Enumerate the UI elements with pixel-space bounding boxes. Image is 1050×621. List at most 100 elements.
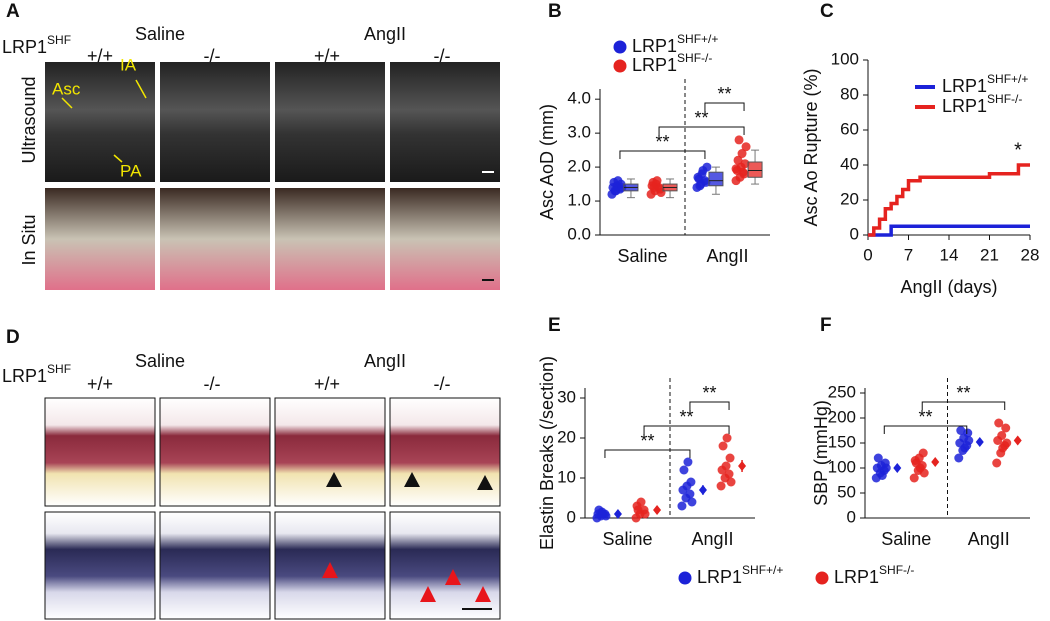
data-point (919, 468, 929, 478)
y-tick-label: 0.0 (567, 224, 591, 243)
line-series (868, 163, 1030, 237)
arrowhead (445, 569, 461, 585)
data-point (1002, 438, 1012, 448)
y-tick-label: 40 (840, 154, 859, 173)
legend-swatch (613, 40, 627, 54)
y-tick-label: 100 (831, 49, 859, 68)
y-axis-label: Asc Ao Rupture (%) (801, 68, 821, 226)
line-series (868, 224, 1030, 237)
panel-label: F (820, 315, 832, 336)
group-superscript: SHF (47, 33, 71, 47)
y-tick-label: 20 (557, 427, 576, 446)
data-point (677, 501, 687, 511)
legend-swatch (613, 59, 627, 73)
legend-name: LRP1 (632, 55, 677, 75)
y-tick-label: 80 (840, 84, 859, 103)
in-situ-images (45, 188, 500, 290)
y-tick-label: 150 (828, 432, 856, 451)
y-tick-label: 3.0 (567, 123, 591, 142)
data-point (686, 477, 696, 487)
genotype-label: +/+ (87, 46, 113, 66)
condition-label: Saline (135, 351, 185, 371)
data-point (722, 433, 732, 443)
x-tick-label: AngII (968, 529, 1010, 549)
image (390, 188, 500, 290)
panel-label: A (6, 1, 20, 22)
arrowheads (322, 472, 493, 610)
group-label: LRP1SHF (2, 362, 71, 386)
genotype-label: -/- (204, 374, 221, 394)
y-tick-label: 30 (557, 387, 576, 406)
image (44, 397, 156, 507)
data-point (610, 186, 620, 196)
data-point (613, 176, 623, 186)
data-point (679, 465, 689, 475)
condition-label: AngII (364, 24, 406, 44)
data-point (636, 497, 646, 507)
y-axis-label: Elastin Breaks (/section) (537, 356, 557, 550)
significance-bracket (704, 102, 745, 111)
genotype-label: -/- (204, 46, 221, 66)
significance-bracket (619, 150, 706, 159)
image (160, 188, 270, 290)
arrowhead (420, 586, 436, 602)
row-label: Ultrasound (19, 76, 39, 163)
image (274, 397, 386, 507)
significance-label: ** (717, 84, 731, 104)
mean-marker (1013, 435, 1022, 446)
data-point (960, 443, 970, 453)
legend-label: LRP1SHF+/+ (697, 563, 783, 587)
data-point (683, 457, 693, 467)
pointer (135, 79, 147, 99)
ultrasound-images (45, 62, 500, 182)
y-tick-label: 0 (847, 507, 856, 526)
significance-bracket (658, 126, 745, 135)
data-point (652, 176, 662, 186)
x-tick-label: 21 (980, 245, 999, 264)
image (389, 511, 501, 620)
mean-marker (738, 461, 747, 471)
legend-name: LRP1 (834, 567, 879, 587)
annotation: * (1014, 139, 1022, 161)
legend-superscript: SHF+/+ (677, 32, 718, 46)
data-point (598, 509, 608, 519)
y-tick-label: 50 (837, 482, 856, 501)
legend-superscript: SHF+/+ (987, 72, 1028, 86)
condition-label: Saline (135, 24, 185, 44)
significance-bracket (689, 401, 730, 410)
data-point (731, 164, 741, 174)
significance-bracket (604, 449, 691, 458)
x-tick-label: 7 (904, 245, 913, 264)
data-point (956, 426, 966, 435)
data-point (687, 497, 697, 507)
data-point (877, 471, 887, 480)
panel-label: D (6, 327, 20, 348)
y-tick-label: 2.0 (567, 157, 591, 176)
arrowhead (477, 475, 493, 490)
y-tick-label: 250 (828, 382, 856, 401)
data-point (733, 155, 743, 165)
box (747, 161, 763, 178)
group-name: LRP1 (2, 366, 47, 386)
condition-label: AngII (364, 351, 406, 371)
data-point (954, 453, 964, 463)
x-tick-label: 14 (940, 245, 959, 264)
data-point (721, 461, 731, 471)
significance-label: ** (702, 383, 716, 403)
x-tick-label: 28 (1021, 245, 1040, 264)
genotype-label: +/+ (314, 46, 340, 66)
image (275, 188, 385, 290)
x-tick-label: 0 (863, 245, 872, 264)
y-tick-label: 60 (840, 119, 859, 138)
data-point (649, 182, 659, 192)
x-tick-label: Saline (617, 246, 667, 266)
data-point (726, 477, 736, 487)
annotation: Asc (52, 79, 81, 98)
group-label: LRP1SHF (2, 33, 71, 57)
mean-marker (653, 505, 662, 515)
data-point (873, 453, 883, 463)
y-tick-label: 20 (840, 189, 859, 208)
data-point (740, 159, 750, 169)
legend-label: LRP1SHF+/+ (942, 72, 1028, 96)
